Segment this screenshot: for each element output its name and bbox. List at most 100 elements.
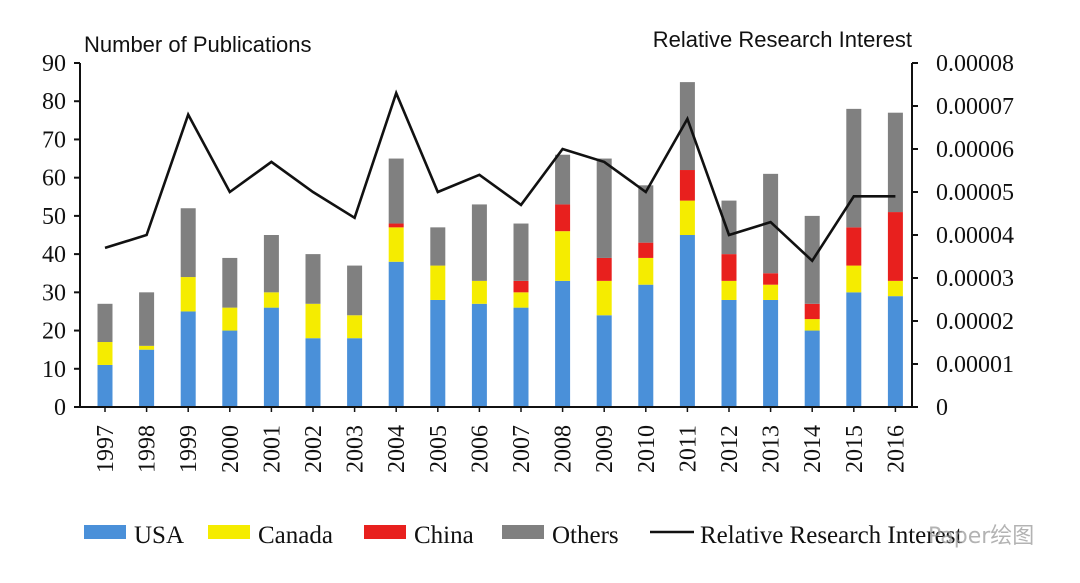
x-tick-label: 2012 bbox=[717, 425, 743, 473]
bar-usa-2002 bbox=[305, 338, 321, 407]
bar-china-2008 bbox=[555, 204, 571, 232]
x-tick-label: 2016 bbox=[883, 425, 909, 473]
bar-canada-2008 bbox=[555, 231, 571, 281]
left-tick-label: 40 bbox=[42, 242, 66, 268]
x-tick-label: 2014 bbox=[800, 425, 826, 473]
bars-layer bbox=[97, 82, 903, 407]
x-tick-label: 2000 bbox=[218, 425, 244, 473]
right-tick-label: 0.00006 bbox=[936, 137, 1014, 163]
bar-usa-2001 bbox=[263, 307, 279, 407]
bar-others-2010 bbox=[638, 185, 654, 243]
bar-canada-2000 bbox=[222, 307, 238, 331]
bar-others-2008 bbox=[555, 154, 571, 205]
right-axis-title: Relative Research Interest bbox=[653, 27, 912, 52]
bar-canada-2001 bbox=[263, 292, 279, 308]
watermark-text: Paper绘图 bbox=[928, 524, 1034, 549]
left-tick-label: 0 bbox=[54, 395, 66, 421]
right-tick-label: 0.00001 bbox=[936, 352, 1014, 378]
line-layer bbox=[104, 89, 896, 263]
bar-others-2003 bbox=[347, 265, 363, 316]
legend: USA Canada China Others Relative Research In… bbox=[84, 522, 962, 549]
bar-china-2014 bbox=[804, 303, 820, 320]
left-tick-label: 90 bbox=[42, 51, 66, 77]
bar-others-2004 bbox=[388, 158, 404, 224]
right-tick-label: 0.00002 bbox=[936, 309, 1014, 335]
legend-label-relative-research-interest: Relative Research Interest bbox=[700, 522, 962, 549]
bar-usa-1999 bbox=[180, 311, 196, 407]
x-tick-label: 2001 bbox=[259, 425, 285, 473]
bar-others-2011 bbox=[679, 82, 695, 171]
x-tick-label: 2002 bbox=[301, 425, 327, 473]
x-tick-label: 2008 bbox=[551, 425, 577, 473]
right-tick-label: 0.00003 bbox=[936, 266, 1014, 292]
bar-usa-2004 bbox=[388, 261, 404, 407]
bar-canada-2013 bbox=[763, 284, 779, 300]
bar-others-1999 bbox=[180, 208, 196, 278]
bar-others-2006 bbox=[471, 204, 487, 281]
bar-others-2016 bbox=[887, 112, 903, 213]
bar-others-1998 bbox=[139, 292, 155, 346]
bar-canada-1997 bbox=[97, 342, 113, 365]
right-tick-label: 0.00008 bbox=[936, 51, 1014, 77]
bar-canada-2009 bbox=[596, 280, 612, 316]
bar-canada-2016 bbox=[887, 280, 903, 297]
bar-canada-2003 bbox=[347, 315, 363, 339]
bar-canada-2007 bbox=[513, 292, 529, 308]
bar-china-2013 bbox=[763, 273, 779, 285]
bar-usa-2006 bbox=[471, 303, 487, 407]
bar-others-2007 bbox=[513, 223, 529, 281]
bar-canada-1998 bbox=[139, 345, 155, 350]
legend-label-others: Others bbox=[552, 522, 619, 549]
bar-usa-2007 bbox=[513, 307, 529, 407]
bar-usa-2000 bbox=[222, 330, 238, 407]
legend-swatch-usa bbox=[84, 525, 126, 539]
bar-usa-2003 bbox=[347, 338, 363, 407]
bar-canada-2002 bbox=[305, 303, 321, 339]
bar-others-2005 bbox=[430, 227, 446, 266]
bar-usa-2008 bbox=[555, 280, 571, 407]
bar-canada-2014 bbox=[804, 319, 820, 331]
left-tick-label: 60 bbox=[42, 166, 66, 192]
bar-others-2002 bbox=[305, 254, 321, 304]
bar-usa-2005 bbox=[430, 299, 446, 407]
legend-label-usa: USA bbox=[134, 522, 184, 549]
bar-others-2000 bbox=[222, 257, 238, 308]
bar-usa-2012 bbox=[721, 299, 737, 407]
bar-canada-2006 bbox=[471, 280, 487, 304]
right-tick-label: 0.00005 bbox=[936, 180, 1014, 206]
bar-china-2016 bbox=[887, 212, 903, 281]
bar-others-2015 bbox=[846, 108, 862, 228]
left-tick-label: 30 bbox=[42, 280, 66, 306]
right-tick-label: 0 bbox=[936, 395, 948, 421]
x-tick-label: 1997 bbox=[93, 425, 119, 473]
bar-others-2009 bbox=[596, 158, 612, 258]
legend-label-canada: Canada bbox=[258, 522, 333, 549]
bar-china-2015 bbox=[846, 227, 862, 266]
bar-usa-2009 bbox=[596, 315, 612, 407]
x-tick-label: 2011 bbox=[675, 425, 701, 472]
legend-swatch-others bbox=[502, 525, 544, 539]
bar-china-2009 bbox=[596, 257, 612, 281]
legend-label-china: China bbox=[414, 522, 474, 549]
line-relative-research-interest bbox=[104, 89, 896, 263]
bar-canada-2005 bbox=[430, 265, 446, 300]
bar-others-1997 bbox=[97, 303, 113, 343]
bar-canada-2010 bbox=[638, 257, 654, 285]
bar-usa-2011 bbox=[679, 235, 695, 407]
bar-others-2012 bbox=[721, 200, 737, 255]
left-tick-label: 70 bbox=[42, 127, 66, 153]
x-tick-label: 2004 bbox=[384, 425, 410, 473]
x-tick-label: 2015 bbox=[842, 425, 868, 473]
bar-usa-2010 bbox=[638, 284, 654, 407]
bar-china-2004 bbox=[388, 223, 404, 228]
bar-canada-1999 bbox=[180, 277, 196, 312]
legend-swatch-china bbox=[364, 525, 406, 539]
bar-canada-2011 bbox=[679, 200, 695, 235]
right-tick-label: 0.00007 bbox=[936, 94, 1014, 120]
right-tick-label: 0.00004 bbox=[936, 223, 1014, 249]
x-tick-label: 1999 bbox=[176, 425, 202, 473]
bar-china-2010 bbox=[638, 242, 654, 258]
legend-swatch-canada bbox=[208, 525, 250, 539]
left-tick-label: 80 bbox=[42, 89, 66, 115]
